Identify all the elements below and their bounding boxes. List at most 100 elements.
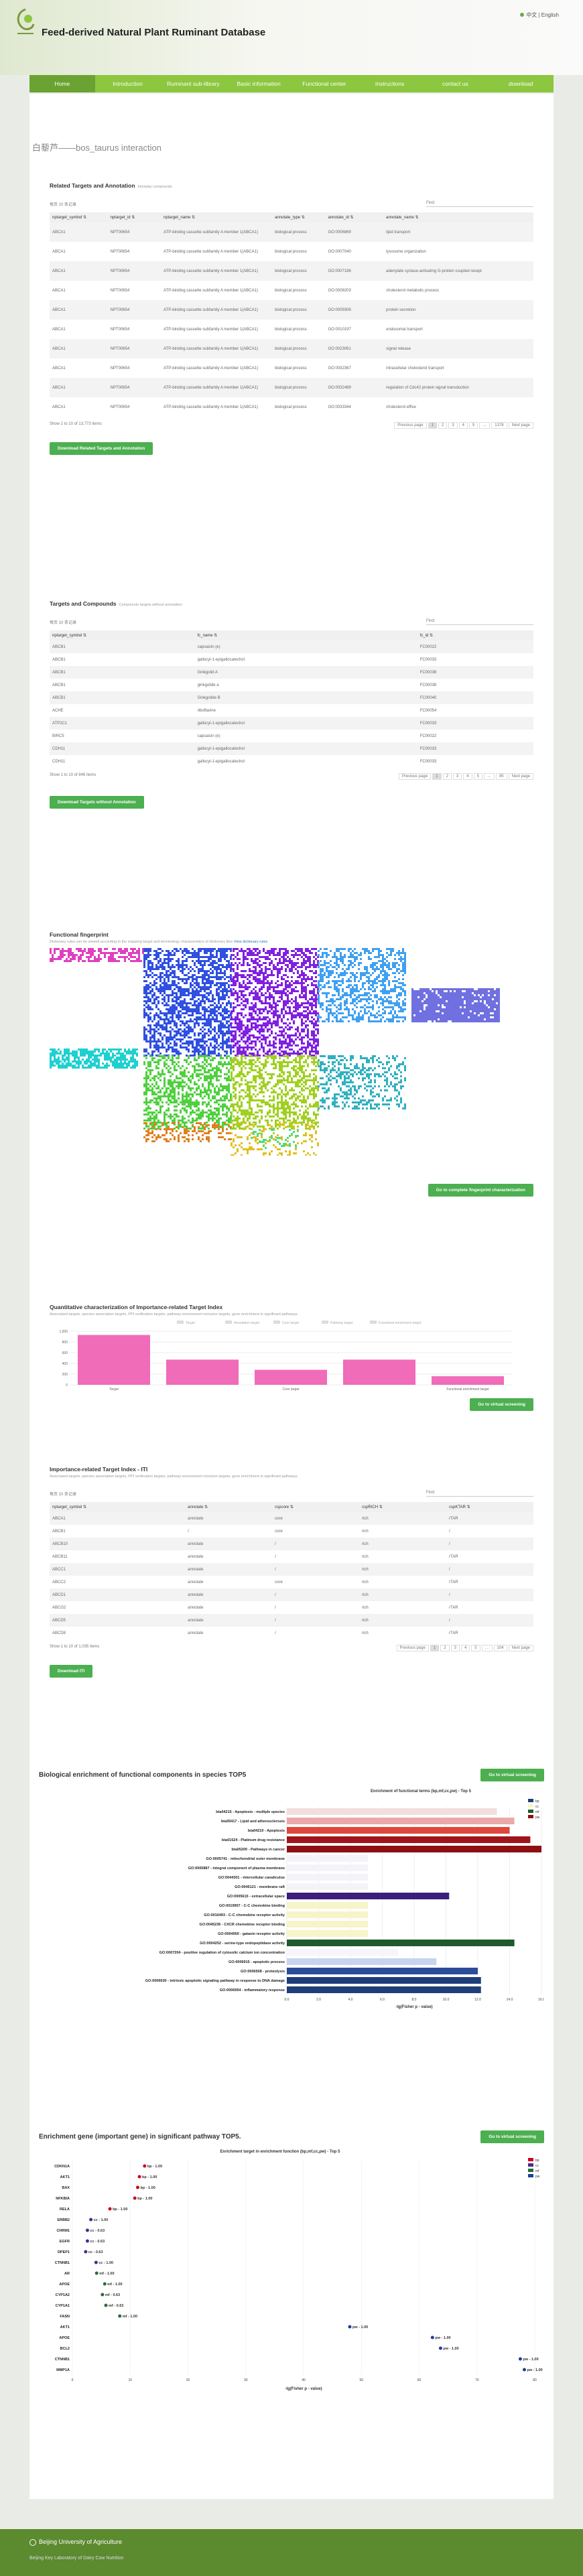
fingerprint-cell [404, 966, 406, 968]
fingerprint-cell [263, 1030, 265, 1032]
nav-item-download[interactable]: download [508, 80, 533, 87]
page-button[interactable]: … [483, 773, 495, 780]
fingerprint-cell [155, 964, 157, 966]
fingerprint-cell [422, 1008, 424, 1010]
nav-item-home[interactable]: Home [29, 75, 95, 92]
column-header[interactable]: annotate_id ⇅ [325, 212, 384, 222]
nav-item-functional-center[interactable]: Functional center [302, 80, 346, 87]
download-compounds-button[interactable]: Download Targets without Annotation [50, 796, 144, 809]
fingerprint-cell [157, 988, 159, 990]
fingerprint-cell [159, 980, 161, 982]
page-size-select[interactable]: 每页 10 条记录 [50, 621, 77, 625]
fingerprint-cell [147, 964, 149, 966]
page-button[interactable]: 3 [452, 773, 462, 780]
column-header[interactable]: nptarget_symbol ⇅ [50, 212, 108, 222]
fingerprint-cell [108, 1065, 110, 1067]
page-button[interactable]: 1378 [491, 422, 507, 429]
fingerprint-cell [214, 1026, 216, 1028]
fingerprint-cell [245, 1040, 247, 1042]
fingerprint-cell [253, 1022, 255, 1024]
page-size-select[interactable]: 每页 10 条记录 [50, 203, 77, 207]
column-header[interactable]: nptarget_symbol ⇅ [50, 630, 195, 640]
page-button[interactable]: Previous page [394, 422, 427, 429]
page-button[interactable]: 4 [458, 422, 468, 429]
fingerprint-cell [116, 952, 118, 954]
fingerprint-cell [170, 1083, 172, 1085]
table-cell: FC00038 [419, 683, 437, 687]
nav-item-ruminant-sub-library[interactable]: Ruminant sub-library [167, 80, 220, 87]
page-button[interactable]: 1 [432, 773, 442, 780]
column-header[interactable]: annotate_type ⇅ [272, 212, 326, 222]
dictionary-rules-link[interactable]: View dictionary rules [233, 940, 268, 944]
fingerprint-cell [174, 1087, 176, 1089]
column-header[interactable]: fc_id ⇅ [417, 630, 533, 640]
fingerprint-cell [76, 954, 78, 956]
fingerprint-cell [138, 950, 140, 952]
nav-item-contact-us[interactable]: contact us [442, 80, 468, 87]
page-button[interactable]: Next page [508, 422, 533, 429]
page-button[interactable]: Next page [508, 773, 533, 780]
page-button[interactable]: 4 [463, 773, 472, 780]
page-button[interactable]: 2 [438, 422, 448, 429]
fingerprint-cell [142, 950, 144, 952]
fingerprint-cell [204, 952, 206, 954]
page-button[interactable]: 5 [473, 773, 482, 780]
fingerprint-cell [94, 1059, 96, 1061]
page-button[interactable]: 85 [495, 773, 507, 780]
fingerprint-cell [303, 972, 305, 974]
targets-search-input[interactable]: Find: [426, 201, 533, 207]
page-button[interactable]: Previous page [398, 773, 432, 780]
fingerprint-cell [315, 996, 317, 998]
page-button[interactable]: 1 [428, 422, 437, 429]
column-header[interactable]: annotate_name ⇅ [383, 212, 533, 222]
fingerprint-cell [432, 1020, 434, 1022]
fingerprint-cell [164, 960, 166, 962]
fingerprint-cell [249, 1046, 251, 1048]
fingerprint-cell [155, 1044, 157, 1046]
fingerprint-cell [269, 1028, 271, 1030]
page-button[interactable]: … [479, 422, 491, 429]
column-header[interactable]: nptarget_id ⇅ [107, 212, 161, 222]
fingerprint-cell [126, 950, 128, 952]
fingerprint-cell [147, 952, 149, 954]
fingerprint-cell [415, 994, 417, 996]
fingerprint-cell [251, 1022, 253, 1024]
nav-item-instructions[interactable]: Instructions [375, 80, 405, 87]
fingerprint-cell [204, 1063, 206, 1065]
fingerprint-cell [269, 974, 271, 976]
page-button[interactable]: 3 [448, 422, 458, 429]
fingerprint-cell [176, 960, 178, 962]
fingerprint-cell [313, 1026, 315, 1028]
site-header: Feed-derived Natural Plant Ruminant Data… [0, 0, 583, 75]
fingerprint-cell [336, 1020, 338, 1022]
fingerprint-cell [157, 1085, 159, 1087]
fingerprint-cell [277, 1004, 279, 1006]
fingerprint-cell [194, 974, 196, 976]
fingerprint-cell [320, 988, 322, 990]
page-button[interactable]: 5 [468, 422, 478, 429]
fingerprint-cell [52, 1061, 54, 1063]
fingerprint-cell [134, 1050, 136, 1053]
fingerprint-cell [182, 1081, 184, 1083]
fingerprint-cell [295, 1034, 297, 1036]
page-button[interactable]: 2 [442, 773, 452, 780]
nav-item-basic-information[interactable]: Basic information [237, 80, 281, 87]
fingerprint-cell [474, 990, 476, 992]
nav-item-introduction[interactable]: Introduction [113, 80, 143, 87]
column-header[interactable]: fc_name ⇅ [194, 630, 417, 640]
column-header[interactable]: nptarget_name ⇅ [161, 212, 273, 222]
compounds-search-input[interactable]: Find: [426, 619, 533, 625]
fingerprint-cell [470, 988, 472, 990]
fingerprint-cell [90, 956, 92, 958]
fingerprint-cell [218, 966, 220, 968]
fingerprint-cell [297, 1002, 299, 1004]
fingerprint-cell [196, 1010, 198, 1012]
fingerprint-cell [200, 1077, 202, 1079]
download-targets-button[interactable]: Download Related Targets and Annotation [50, 442, 153, 455]
fingerprint-cell [220, 984, 222, 986]
fingerprint-cell [283, 960, 285, 962]
fingerprint-cell [212, 1028, 214, 1030]
language-switch[interactable]: 中文 | English [520, 11, 559, 19]
fingerprint-cell [82, 1065, 84, 1067]
fingerprint-cell [68, 956, 70, 958]
